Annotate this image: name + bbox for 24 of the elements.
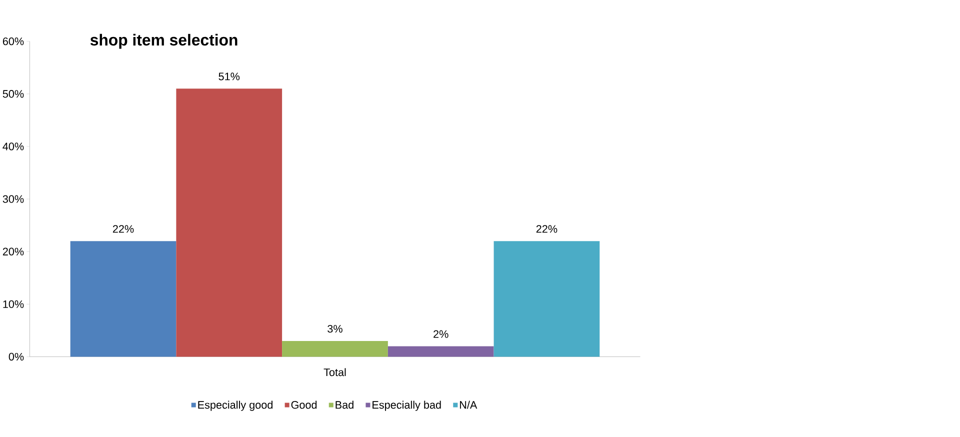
bar bbox=[388, 346, 494, 357]
y-tick-label: 60% bbox=[2, 37, 24, 46]
data-label: 22% bbox=[536, 224, 558, 233]
data-label: 2% bbox=[434, 330, 448, 338]
y-tick-label: 20% bbox=[2, 248, 24, 256]
bar bbox=[70, 240, 176, 357]
y-tick-label: 30% bbox=[2, 195, 24, 203]
y-tick-label: 40% bbox=[2, 142, 24, 150]
bar bbox=[176, 88, 282, 357]
legend-label: Bad bbox=[336, 400, 354, 409]
bar bbox=[282, 340, 388, 357]
chart-title: shop item selection bbox=[90, 34, 238, 49]
x-tick-label: Total bbox=[324, 368, 346, 376]
legend-label: Especially good bbox=[198, 400, 272, 411]
legend-label: Especially bad bbox=[372, 400, 441, 411]
legend-label: N/A bbox=[460, 400, 478, 409]
data-label: 3% bbox=[328, 324, 342, 332]
bar bbox=[494, 240, 600, 357]
data-label: 22% bbox=[112, 224, 134, 233]
y-tick-label: 0% bbox=[8, 352, 24, 360]
data-label: 51% bbox=[218, 72, 240, 80]
y-tick-label: 50% bbox=[2, 90, 24, 98]
legend-label: Good bbox=[291, 400, 317, 409]
y-tick-label: 10% bbox=[3, 300, 24, 308]
